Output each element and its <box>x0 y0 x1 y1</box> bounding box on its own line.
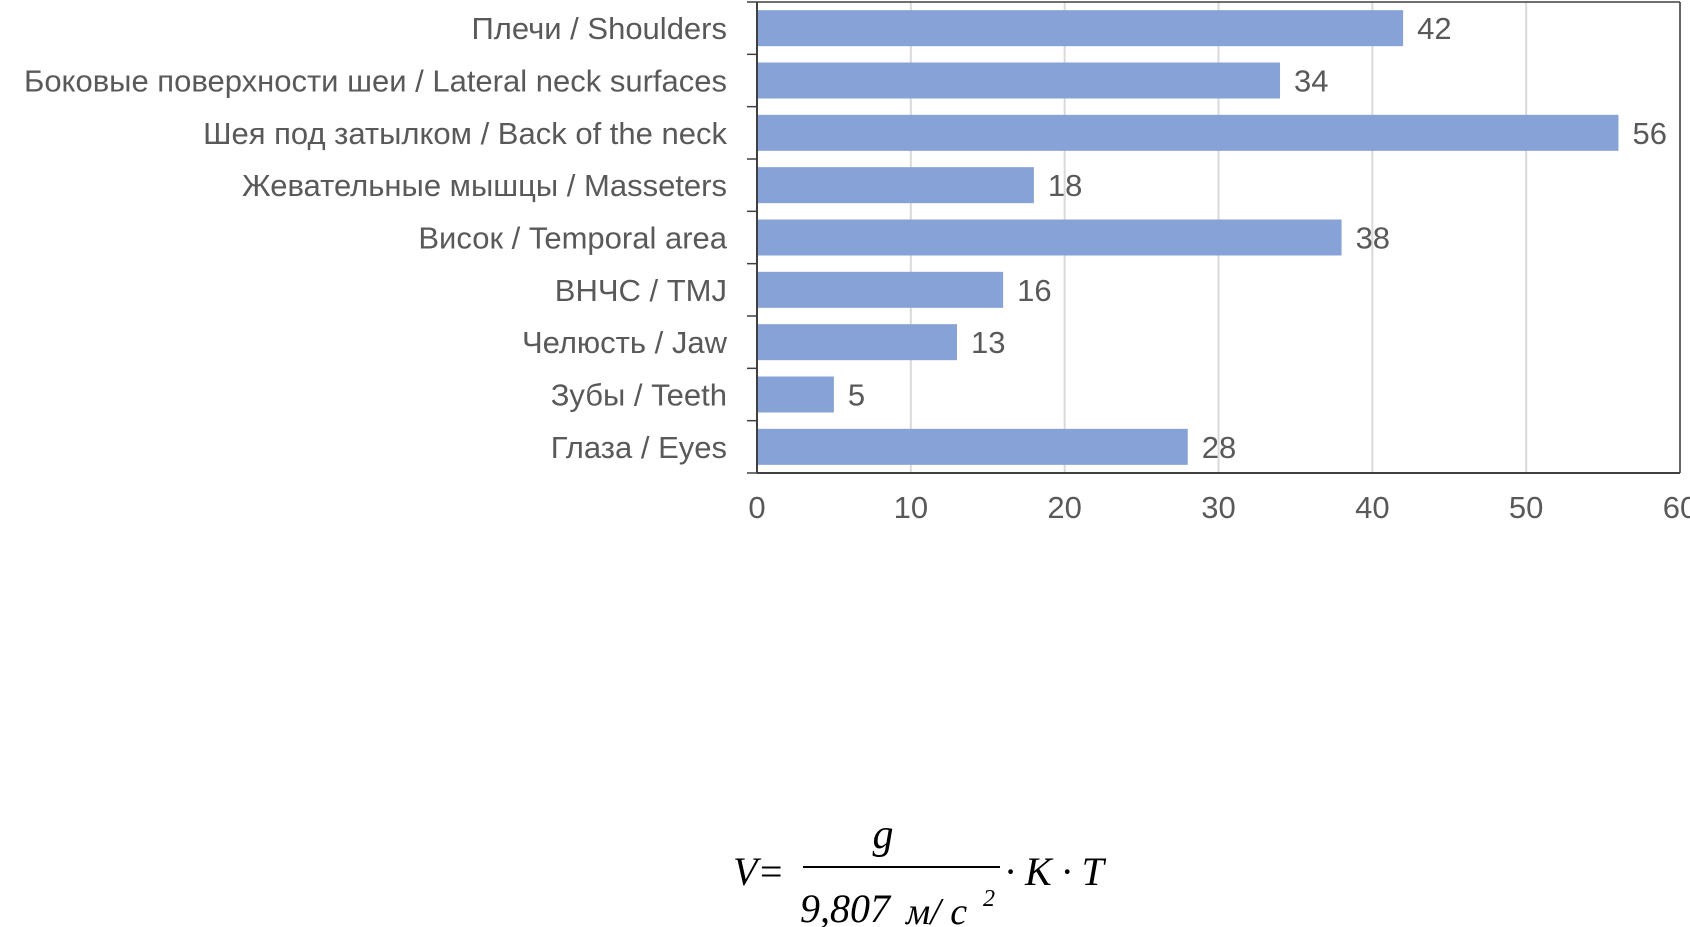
x-tick-label: 50 <box>1509 490 1543 525</box>
category-label: Глаза / Eyes <box>551 430 727 465</box>
x-tick-label: 30 <box>1201 490 1235 525</box>
category-label: Зубы / Teeth <box>551 378 727 413</box>
data-label: 42 <box>1417 11 1451 46</box>
data-label: 34 <box>1294 64 1328 99</box>
formula-denominator-unit: м/ с <box>904 891 967 927</box>
data-label: 13 <box>971 325 1005 360</box>
category-label: Шея под затылком / Back of the neck <box>203 116 727 151</box>
bar-chart: 42 Плечи / Shoulders 34 Боковые поверхности… <box>24 1 1690 525</box>
bar <box>757 271 1004 308</box>
bar <box>757 114 1619 151</box>
bar <box>757 324 957 361</box>
axes <box>747 1 1681 474</box>
category-label: Челюсть / Jaw <box>522 325 728 360</box>
formula-numerator: g <box>873 812 894 858</box>
category-label: ВНЧС / TMJ <box>555 273 727 308</box>
data-label: 18 <box>1048 168 1082 203</box>
category-label: Боковые поверхности шеи / Lateral neck s… <box>24 64 727 99</box>
bars <box>757 10 1619 465</box>
data-label: 56 <box>1632 116 1666 151</box>
formula-rhs: · K · T <box>1005 849 1107 894</box>
formula-denominator-number: 9,807 <box>800 886 892 927</box>
formula-lhs: V= <box>733 849 784 894</box>
category-label: Висок / Temporal area <box>418 221 727 256</box>
data-label: 38 <box>1356 221 1390 256</box>
bar <box>757 376 834 413</box>
x-tick-label: 10 <box>894 490 928 525</box>
data-label: 28 <box>1202 430 1236 465</box>
x-tick-label: 20 <box>1047 490 1081 525</box>
x-tick-label: 40 <box>1355 490 1389 525</box>
data-label: 5 <box>848 378 865 413</box>
labels: 42 Плечи / Shoulders 34 Боковые поверхности… <box>24 11 1690 525</box>
bar <box>757 428 1188 465</box>
data-label: 16 <box>1017 273 1051 308</box>
category-label: Плечи / Shoulders <box>472 11 727 46</box>
x-tick-label: 0 <box>748 490 765 525</box>
bar <box>757 167 1034 204</box>
category-label: Жевательные мышцы / Masseters <box>242 168 727 203</box>
bar <box>757 62 1281 99</box>
formula-denominator-exponent: 2 <box>983 886 995 912</box>
bar <box>757 10 1404 47</box>
bar <box>757 219 1342 256</box>
x-tick-label: 60 <box>1663 490 1690 525</box>
